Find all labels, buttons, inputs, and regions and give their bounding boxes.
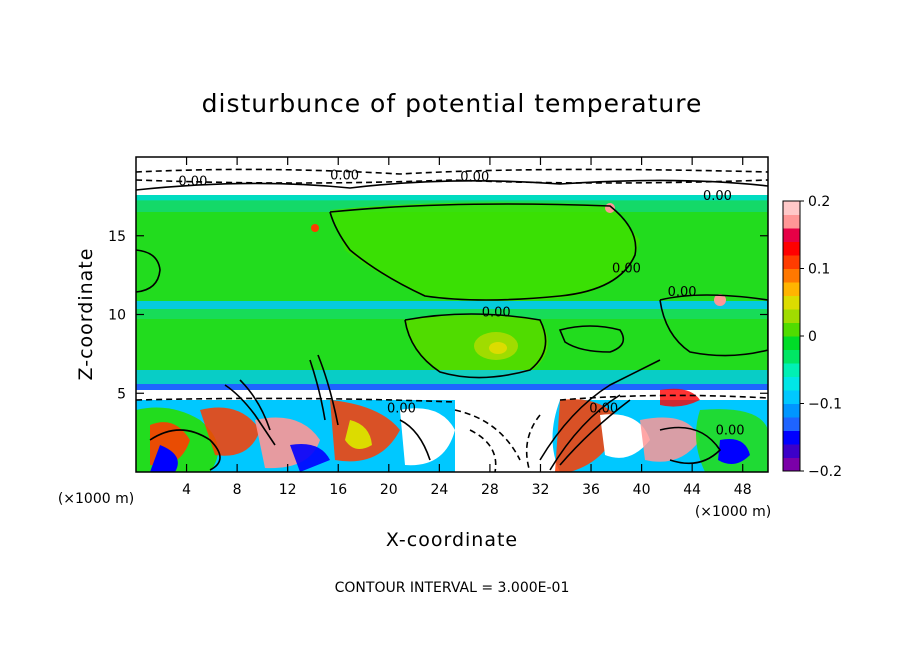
blob-9 bbox=[400, 408, 455, 466]
contour-plumes-left bbox=[224, 354, 339, 446]
chart-title: disturbunce of potential temperature bbox=[202, 89, 703, 118]
colorbar: 0.2 0.1 0 −0.1 −0.2 bbox=[782, 194, 842, 480]
field-upper-anomaly bbox=[330, 202, 640, 302]
contour-label: 0.00 bbox=[703, 189, 732, 204]
blob-15 bbox=[660, 388, 700, 407]
contour-upper bbox=[329, 203, 637, 301]
contour-label: 0.00 bbox=[589, 401, 618, 416]
field-low-blue bbox=[136, 384, 768, 392]
colorbar-swatch bbox=[783, 417, 800, 431]
blob-aloft-1 bbox=[311, 224, 319, 232]
field-white-band bbox=[136, 390, 768, 400]
colorbar-tick-label: 0.1 bbox=[808, 262, 830, 278]
blob-3 bbox=[200, 407, 260, 456]
colorbar-swatch bbox=[783, 457, 800, 472]
colorbar-swatch bbox=[783, 241, 800, 256]
x-tick-label: 8 bbox=[233, 482, 242, 498]
contour-low-dashed bbox=[136, 394, 768, 403]
colorbar-swatch bbox=[783, 255, 800, 269]
x-tick-label: 40 bbox=[633, 482, 651, 498]
contour-top-2 bbox=[136, 168, 768, 175]
blob-8 bbox=[290, 444, 330, 472]
x-tick-label: 4 bbox=[182, 482, 191, 498]
blob-6 bbox=[345, 420, 372, 449]
contour-left bbox=[136, 249, 161, 293]
colorbar-swatch bbox=[783, 309, 800, 323]
contour-mid bbox=[404, 313, 547, 379]
contour-label: 0.00 bbox=[178, 175, 207, 190]
colorbar-swatch bbox=[783, 268, 800, 283]
x-tick-label: 32 bbox=[532, 482, 550, 498]
y-tick-label: 5 bbox=[117, 386, 126, 402]
colorbar-swatch bbox=[783, 295, 800, 310]
colorbar-swatch bbox=[783, 444, 800, 458]
x-axis-unit-left: (×1000 m) bbox=[58, 491, 134, 507]
colorbar-swatch bbox=[783, 214, 800, 229]
colorbar-tick-label: 0.2 bbox=[808, 194, 830, 210]
field-top-band bbox=[136, 157, 768, 197]
colorbar-swatch bbox=[783, 390, 800, 404]
blob-7 bbox=[150, 445, 178, 472]
colorbar-swatch bbox=[783, 430, 800, 445]
contour-plumes-right bbox=[539, 359, 661, 471]
contour-label: 0.00 bbox=[482, 305, 511, 320]
contour-label: 0.00 bbox=[387, 401, 416, 416]
colorbar-tick-label: −0.1 bbox=[808, 397, 842, 413]
x-axis-unit-right: (×1000 m) bbox=[695, 504, 771, 520]
contour-interval-note: CONTOUR INTERVAL = 3.000E-01 bbox=[335, 580, 570, 596]
x-tick-label: 12 bbox=[279, 482, 297, 498]
colorbar-tick-label: −0.2 bbox=[808, 464, 842, 480]
contour-mid-right bbox=[558, 325, 625, 353]
colorbar-swatch bbox=[783, 228, 800, 242]
x-axis-label: X-coordinate bbox=[386, 529, 518, 551]
x-tick-label: 24 bbox=[430, 482, 448, 498]
contour-label: 0.00 bbox=[668, 285, 697, 300]
colorbar-swatch bbox=[783, 336, 800, 350]
blob-11 bbox=[600, 414, 650, 458]
contour-right bbox=[659, 294, 768, 357]
field: 0.00 0.00 0.00 0.00 0.00 0.00 0.00 0.00 0.00 0.00 bbox=[136, 157, 768, 472]
contour-label: 0.00 bbox=[460, 170, 489, 185]
contour-core-dashed bbox=[454, 409, 541, 472]
colorbar-swatch bbox=[783, 282, 800, 296]
field-mid-yellow-core bbox=[489, 342, 507, 354]
field-low-cyan bbox=[136, 370, 768, 386]
y-axis-label: Z-coordinate bbox=[75, 248, 97, 381]
x-tick-label: 16 bbox=[329, 482, 347, 498]
field-mid-strip bbox=[136, 301, 768, 309]
blob-aloft-2 bbox=[714, 294, 726, 306]
contours bbox=[136, 168, 768, 472]
x-tick-label: 36 bbox=[582, 482, 600, 498]
field-white-core bbox=[455, 400, 560, 472]
colorbar-swatch bbox=[783, 322, 800, 337]
x-tick-label: 48 bbox=[734, 482, 752, 498]
x-tick-label: 44 bbox=[683, 482, 701, 498]
contour-label: 0.00 bbox=[612, 261, 641, 276]
y-tick-label: 15 bbox=[108, 229, 126, 245]
contour-boundary bbox=[149, 419, 722, 471]
blob-14 bbox=[718, 439, 750, 464]
contour-label: 0.00 bbox=[716, 423, 745, 438]
contour-top-3 bbox=[136, 179, 768, 184]
x-tick-label: 20 bbox=[380, 482, 398, 498]
y-tick-label: 10 bbox=[108, 308, 126, 324]
colorbar-tick-label: 0 bbox=[808, 329, 817, 345]
x-tick-label: 28 bbox=[481, 482, 499, 498]
colorbar-swatch bbox=[783, 363, 800, 377]
colorbar-swatch bbox=[783, 403, 800, 418]
colorbar-swatch bbox=[783, 201, 800, 215]
contour-label: 0.00 bbox=[330, 168, 359, 183]
colorbar-swatch bbox=[783, 349, 800, 364]
contour-top-1 bbox=[136, 179, 768, 191]
field-tropopause-strip bbox=[136, 195, 768, 201]
colorbar-swatch bbox=[783, 376, 800, 391]
